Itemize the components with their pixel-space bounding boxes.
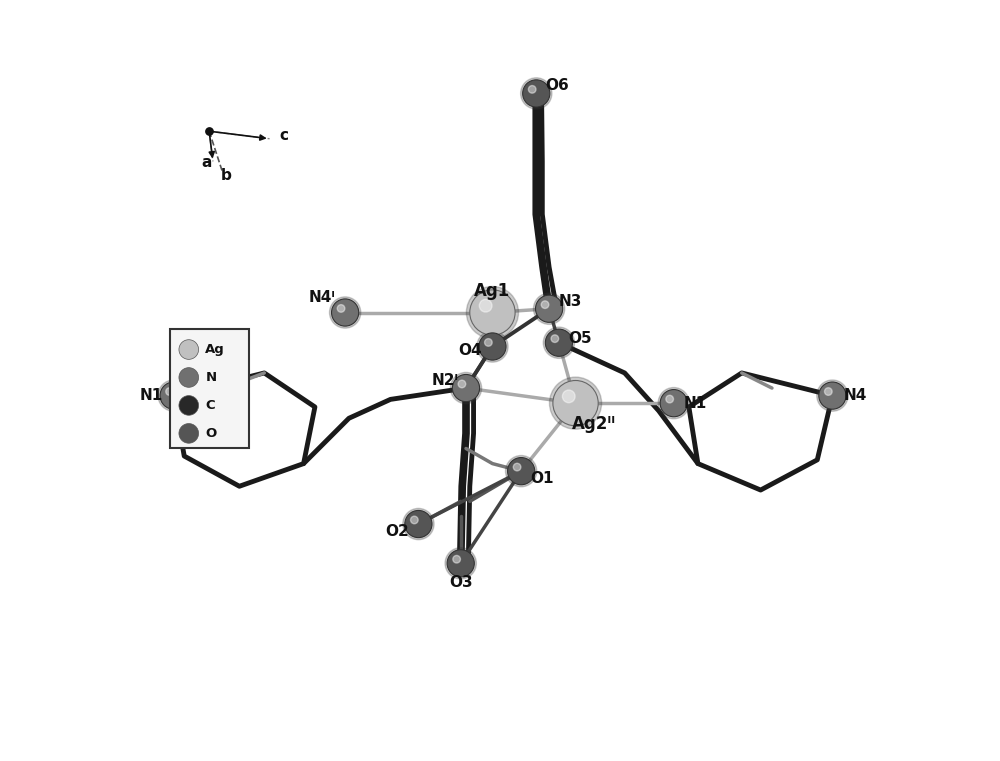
Circle shape xyxy=(466,286,519,339)
Text: O3: O3 xyxy=(449,575,473,590)
Text: C: C xyxy=(205,399,215,412)
Circle shape xyxy=(817,380,848,411)
Circle shape xyxy=(508,457,535,485)
Text: N1: N1 xyxy=(683,396,707,411)
Circle shape xyxy=(179,396,199,416)
Circle shape xyxy=(179,368,199,387)
Circle shape xyxy=(453,556,460,563)
Text: N4ᴵ: N4ᴵ xyxy=(309,290,336,305)
Circle shape xyxy=(160,382,187,409)
Circle shape xyxy=(549,377,602,429)
Circle shape xyxy=(332,299,359,326)
Circle shape xyxy=(543,327,575,358)
Circle shape xyxy=(562,390,575,403)
Circle shape xyxy=(452,374,480,402)
Text: b: b xyxy=(220,168,231,183)
Circle shape xyxy=(523,80,550,107)
Text: N4: N4 xyxy=(843,388,867,403)
Circle shape xyxy=(521,78,552,109)
Circle shape xyxy=(458,380,466,388)
Circle shape xyxy=(553,380,598,426)
Text: a: a xyxy=(202,154,212,170)
Circle shape xyxy=(506,456,537,487)
Circle shape xyxy=(666,395,673,403)
Circle shape xyxy=(541,301,549,308)
Circle shape xyxy=(660,390,687,417)
Circle shape xyxy=(479,299,492,312)
Circle shape xyxy=(528,85,536,93)
Circle shape xyxy=(179,339,199,359)
Circle shape xyxy=(819,382,846,409)
Circle shape xyxy=(337,304,345,312)
Circle shape xyxy=(450,372,482,403)
Text: N: N xyxy=(205,371,217,384)
Text: O6: O6 xyxy=(546,78,569,94)
Circle shape xyxy=(470,290,515,335)
Circle shape xyxy=(485,339,492,346)
Circle shape xyxy=(545,329,573,356)
Text: O1: O1 xyxy=(531,471,554,486)
Circle shape xyxy=(513,463,521,471)
Text: N2ᴵ: N2ᴵ xyxy=(431,373,458,388)
Circle shape xyxy=(536,295,563,323)
Text: Ag1: Ag1 xyxy=(474,282,511,301)
Circle shape xyxy=(179,424,199,443)
Text: N3: N3 xyxy=(559,294,582,309)
Circle shape xyxy=(533,293,565,324)
Circle shape xyxy=(403,508,434,540)
Circle shape xyxy=(479,333,506,360)
Text: c: c xyxy=(279,129,288,143)
Text: N1: N1 xyxy=(139,388,163,403)
Text: O: O xyxy=(205,427,217,440)
Circle shape xyxy=(411,516,418,524)
Text: O4: O4 xyxy=(458,342,482,358)
Circle shape xyxy=(405,511,432,537)
Circle shape xyxy=(658,387,689,419)
Text: O5: O5 xyxy=(568,332,592,346)
Circle shape xyxy=(445,548,476,579)
Text: Ag: Ag xyxy=(205,343,225,356)
Circle shape xyxy=(551,335,559,342)
FancyBboxPatch shape xyxy=(170,329,249,448)
Circle shape xyxy=(447,549,474,577)
Text: Ag2ᴵᴵ: Ag2ᴵᴵ xyxy=(572,416,616,433)
Text: O2: O2 xyxy=(385,524,409,539)
Circle shape xyxy=(166,387,173,395)
Circle shape xyxy=(477,331,508,362)
Circle shape xyxy=(329,297,361,328)
Point xyxy=(201,125,217,137)
Circle shape xyxy=(158,380,189,411)
Circle shape xyxy=(825,387,832,395)
